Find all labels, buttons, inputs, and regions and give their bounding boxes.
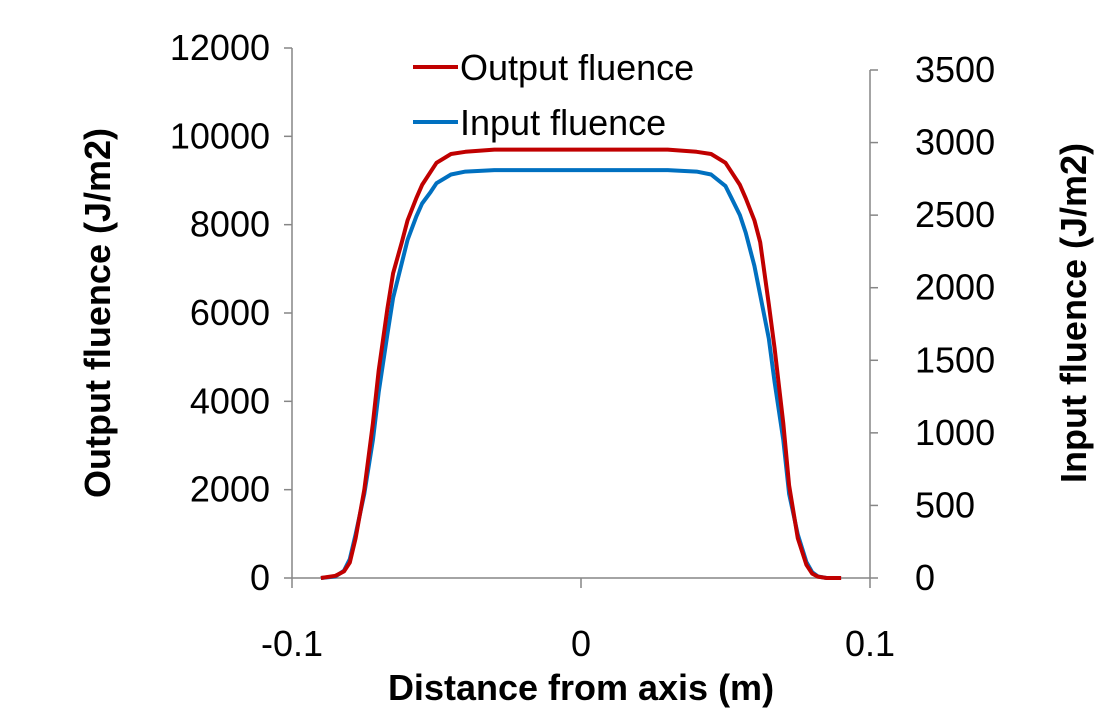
y-right-tick-label: 1000	[915, 412, 995, 453]
x-tick-label: -0.1	[261, 623, 323, 664]
y-axis-right-title: Input fluence (J/m2)	[1053, 143, 1094, 483]
y-right-tick-label: 3500	[915, 49, 995, 90]
legend-label-input: Input fluence	[460, 102, 666, 143]
x-tick-label: 0.1	[845, 623, 895, 664]
y-left-tick-label: 6000	[190, 292, 270, 333]
legend: Output fluence Input fluence	[413, 47, 694, 143]
y-right-tick-label: 2500	[915, 194, 995, 235]
y-axis-left-title: Output fluence (J/m2)	[77, 128, 118, 498]
y-left-tick-label: 12000	[170, 27, 270, 68]
y-right-tick-label: 3000	[915, 122, 995, 163]
y-right-tick-label: 1500	[915, 339, 995, 380]
tick-marks	[284, 47, 878, 588]
y-left-tick-label: 4000	[190, 380, 270, 421]
y-right-tick-label: 500	[915, 484, 975, 525]
y-left-tick-label: 8000	[190, 204, 270, 245]
y-right-tick-label: 2000	[915, 267, 995, 308]
x-tick-label: 0	[571, 623, 591, 664]
series-line-input-fluence	[320, 168, 842, 580]
x-axis-title: Distance from axis (m)	[388, 667, 774, 708]
y-left-tick-label: 2000	[190, 469, 270, 510]
y-right-tick-label: 0	[915, 557, 935, 598]
series-lines	[320, 147, 842, 580]
y-left-tick-label: 10000	[170, 115, 270, 156]
y-left-tick-label: 0	[250, 557, 270, 598]
legend-label-output: Output fluence	[460, 47, 694, 88]
tick-labels: 0 2000 4000 6000 8000 10000 12000 0 500 1000 1500 2…	[170, 27, 995, 664]
series-line-output-fluence	[320, 147, 842, 580]
